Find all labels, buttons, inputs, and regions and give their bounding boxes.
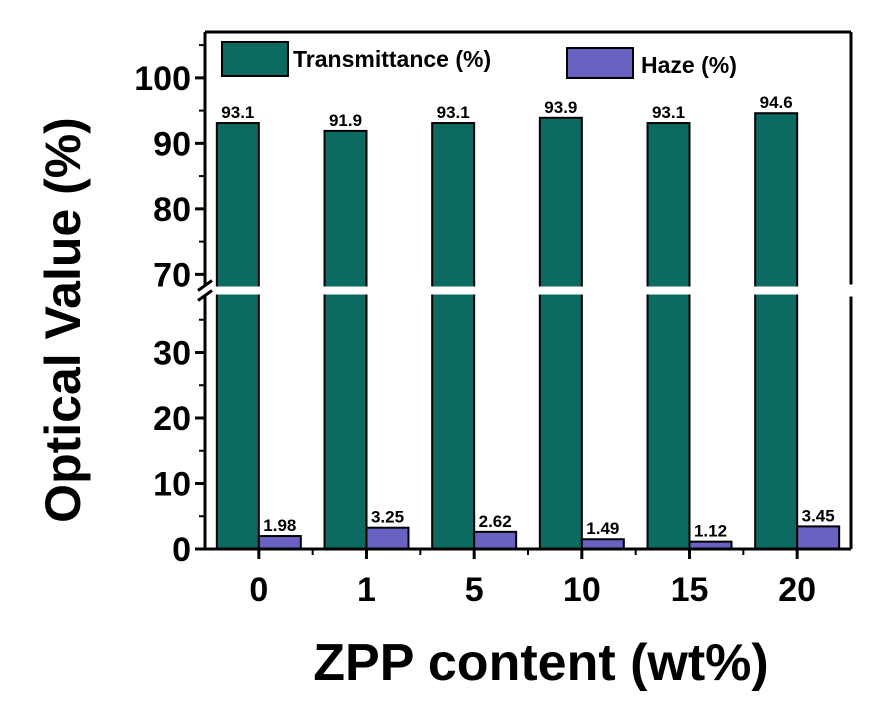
y-tick-label-30: 30 [153,335,191,373]
axis-break-mark [197,289,213,302]
data-label-haze-5: 2.62 [479,512,512,531]
bar-haze-1 [365,526,410,551]
legend-label-haze: Haze (%) [641,52,737,78]
y-tick-label-100: 100 [134,60,191,98]
bar-transmittance-10 [538,116,583,551]
bar-haze-5 [473,530,518,550]
x-axis-title: ZPP content (wt%) [313,634,768,692]
y-tick-label-70: 70 [153,256,191,294]
axis-break-gap [206,286,850,295]
legend-swatch-transmittance [221,41,289,77]
data-label-haze-1: 3.25 [371,508,404,527]
y-tick-label-0: 0 [172,531,191,569]
bar-transmittance-20 [754,112,799,550]
x-tick-label-0: 0 [249,571,268,609]
x-tick-label-20: 20 [778,571,816,609]
bar-transmittance-5 [431,122,476,550]
data-label-haze-15: 1.12 [694,522,727,541]
data-label-transmittance-15: 93.1 [652,103,685,122]
bar-transmittance-0 [215,122,260,550]
bar-transmittance-15 [646,122,691,550]
data-label-transmittance-5: 93.1 [437,103,470,122]
axis-break-mark [197,279,213,292]
bar-haze-0 [257,535,302,551]
y-tick-label-90: 90 [153,125,191,163]
y-axis-title: Optical Value (%) [35,117,91,523]
data-label-transmittance-20: 94.6 [760,93,793,112]
bar-transmittance-1 [323,129,368,550]
data-label-haze-0: 1.98 [263,516,296,535]
data-label-haze-10: 1.49 [586,519,619,538]
data-labels-layer: 93.1 91.9 93.1 93.9 93.1 94.6 1.98 3.25 2.62 1.49… [221,93,834,540]
y-tick-label-80: 80 [153,191,191,229]
axis-break [206,286,850,295]
x-tick-label-5: 5 [465,571,484,609]
y-tick-label-20: 20 [153,400,191,438]
x-tick-label-15: 15 [671,571,709,609]
data-label-transmittance-0: 93.1 [221,103,254,122]
bars-layer [215,112,841,551]
data-label-haze-20: 3.45 [802,506,835,525]
x-tick-label-10: 10 [563,571,601,609]
legend: Transmittance (%) Haze (%) [221,41,737,79]
bar-haze-20 [796,525,841,551]
x-tick-label-1: 1 [357,571,376,609]
legend-swatch-haze [566,47,634,79]
data-label-transmittance-10: 93.9 [544,98,577,117]
legend-label-transmittance: Transmittance (%) [293,46,491,72]
y-tick-label-10: 10 [153,466,191,504]
data-label-transmittance-1: 91.9 [329,111,362,130]
